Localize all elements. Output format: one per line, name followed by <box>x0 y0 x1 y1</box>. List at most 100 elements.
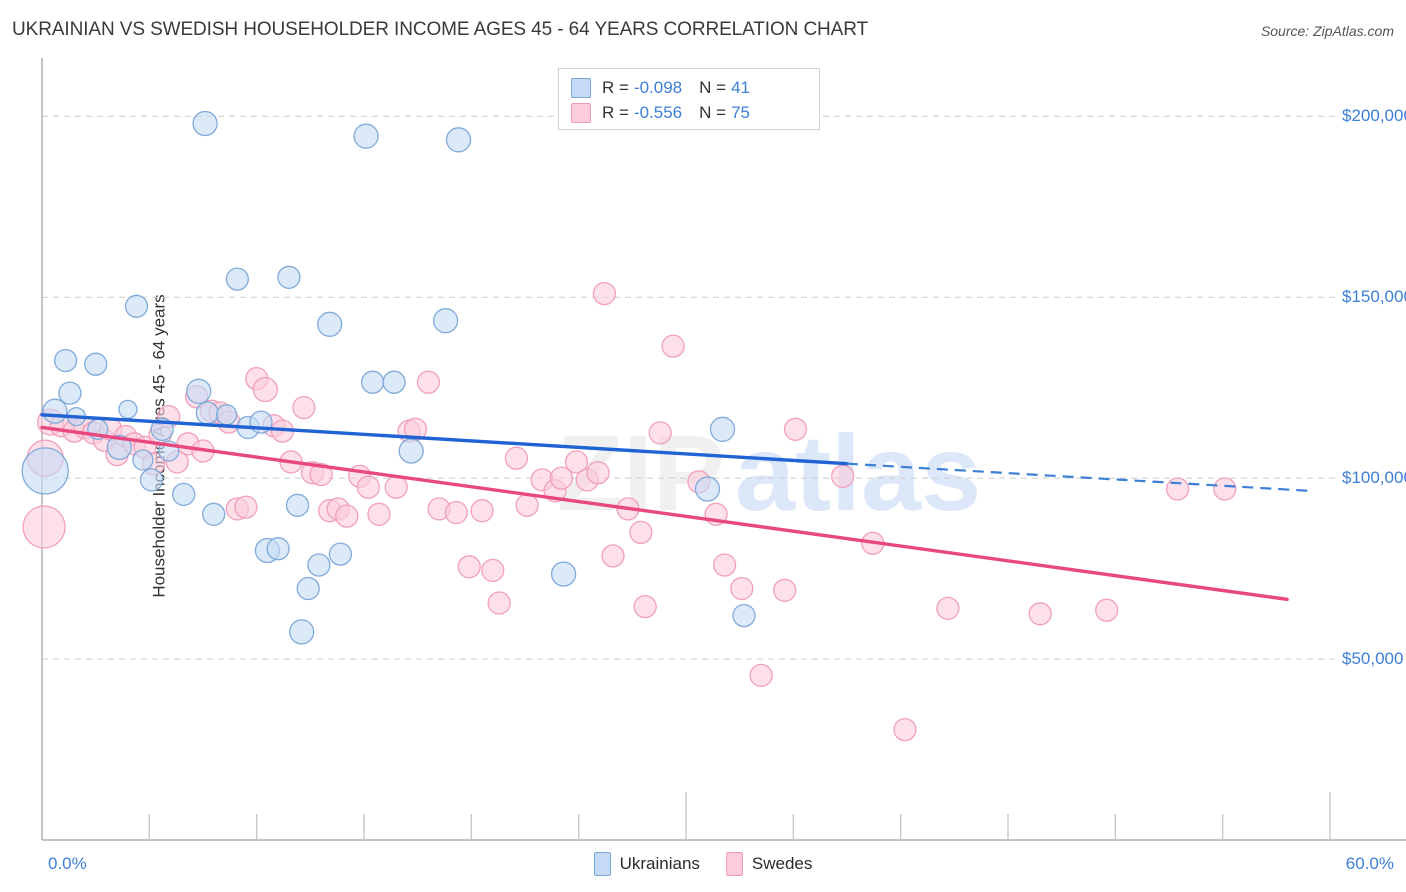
data-point <box>732 603 756 628</box>
n-label-ukrainians: N = <box>699 77 727 97</box>
series-legend-item-ukrainians[interactable]: Ukrainians <box>593 852 700 876</box>
data-point <box>648 421 672 445</box>
n-value-swedes: 75 <box>731 102 750 122</box>
gridlines <box>42 115 1336 660</box>
source-attribution: Source: ZipAtlas.com <box>1260 23 1394 39</box>
data-point <box>470 499 494 523</box>
data-point <box>1165 477 1190 501</box>
r-value-ukrainians: -0.098 <box>633 77 683 97</box>
data-point <box>432 308 459 334</box>
data-points-ukrainians <box>21 110 756 645</box>
data-point <box>186 378 212 404</box>
trendline-ukrainians <box>40 413 849 466</box>
watermark-atlas: atlas <box>735 412 981 533</box>
data-point <box>58 381 82 405</box>
data-point <box>307 553 331 577</box>
data-point <box>289 619 315 645</box>
data-point <box>1095 598 1119 622</box>
data-point <box>21 447 69 495</box>
data-point <box>132 449 154 471</box>
data-point <box>398 438 424 464</box>
data-point <box>192 110 218 137</box>
data-points-swedes <box>22 281 1237 742</box>
series-legend-item-swedes[interactable]: Swedes <box>725 852 813 876</box>
trendline-ukrainians-extrapolated <box>846 462 1309 492</box>
data-point <box>586 461 610 485</box>
data-point <box>84 352 108 376</box>
watermark: ZIP atlas <box>557 412 981 533</box>
n-value-ukrainians: 41 <box>731 77 750 97</box>
data-point <box>277 265 301 289</box>
y-axis-tick-label: $200,000 <box>1342 106 1406 126</box>
trendline-swedes <box>40 425 1289 602</box>
data-point <box>382 370 406 394</box>
data-point <box>266 537 290 561</box>
data-point <box>353 123 379 149</box>
data-point <box>783 417 808 441</box>
data-point <box>317 311 343 337</box>
data-point <box>225 267 249 291</box>
data-point <box>360 370 385 394</box>
data-point <box>215 404 238 426</box>
data-point <box>515 493 539 517</box>
legend-swatch-swedes <box>571 102 591 123</box>
data-point <box>694 476 721 502</box>
data-point <box>252 376 278 403</box>
data-point <box>592 281 617 306</box>
x-axis-max-label: 60.0% <box>1345 854 1394 873</box>
data-point <box>549 466 574 490</box>
data-point <box>730 576 754 601</box>
data-point <box>106 434 132 461</box>
data-point <box>709 416 736 442</box>
r-label-swedes: R = <box>602 102 629 122</box>
data-point <box>416 370 441 394</box>
series-swatch-ukrainians <box>593 852 611 876</box>
y-axis-tick-label: $100,000 <box>1342 468 1406 488</box>
data-point <box>601 544 625 568</box>
data-point <box>328 542 353 566</box>
data-point <box>309 462 333 487</box>
data-point <box>564 450 589 474</box>
data-point <box>633 594 657 619</box>
data-point <box>234 495 258 519</box>
data-point <box>1213 477 1237 501</box>
correlation-legend-box: R = -0.098 N = 41 R = -0.556 N = 75 <box>558 68 820 130</box>
series-legend: Ukrainians Swedes <box>0 852 1406 876</box>
trend-lines <box>40 413 1309 602</box>
legend-row-swedes: R = -0.556 N = 75 <box>571 100 809 125</box>
data-point <box>22 505 66 549</box>
data-point <box>285 493 310 517</box>
data-point <box>292 395 316 420</box>
data-point <box>629 520 653 545</box>
data-point <box>444 500 468 525</box>
legend-row-ukrainians: R = -0.098 N = 41 <box>571 75 809 100</box>
data-point <box>118 399 138 420</box>
data-point <box>831 464 855 488</box>
page-title: UKRAINIAN VS SWEDISH HOUSEHOLDER INCOME … <box>12 19 869 40</box>
data-point <box>356 475 380 499</box>
y-axis-tick-label: $150,000 <box>1342 287 1406 307</box>
data-point <box>712 553 737 577</box>
data-point <box>124 294 149 318</box>
data-point <box>384 475 408 499</box>
data-point <box>195 401 219 425</box>
x-axis-ticks <box>148 792 1331 840</box>
series-label-swedes: Swedes <box>751 854 813 873</box>
data-point <box>893 717 917 742</box>
data-point <box>172 482 196 507</box>
data-point <box>296 576 320 601</box>
data-point <box>773 578 797 602</box>
data-point <box>202 502 226 526</box>
data-point <box>481 558 505 583</box>
legend-swatch-ukrainians <box>571 77 591 98</box>
n-label-swedes: N = <box>699 102 727 122</box>
data-point <box>457 555 481 579</box>
data-point <box>487 591 511 615</box>
x-axis-min-label: 0.0% <box>48 854 87 873</box>
data-point <box>335 504 359 528</box>
series-swatch-swedes <box>725 852 743 876</box>
data-point <box>661 334 685 358</box>
data-point <box>936 596 960 621</box>
data-point <box>504 446 529 470</box>
